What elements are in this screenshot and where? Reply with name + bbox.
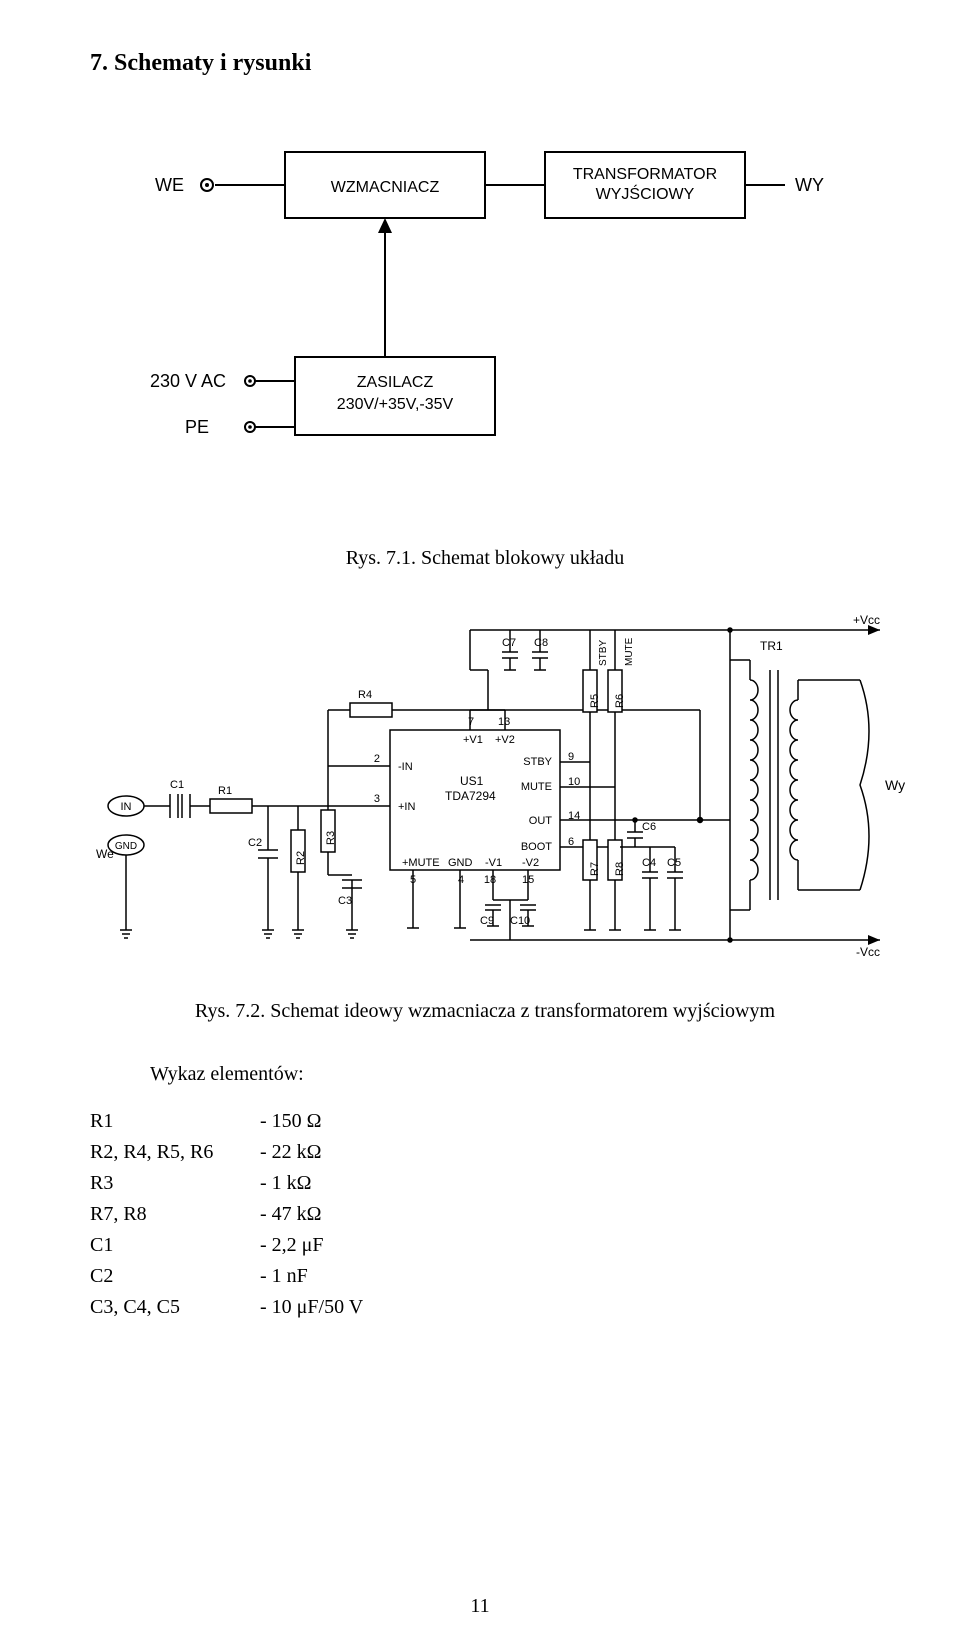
svg-text:TR1: TR1 xyxy=(760,639,783,653)
svg-text:+IN: +IN xyxy=(398,801,415,813)
svg-text:+V2: +V2 xyxy=(495,734,515,746)
ac-label: 230 V AC xyxy=(150,371,226,391)
comp-ref: C3, C4, C5 xyxy=(90,1292,260,1323)
svg-text:C7: C7 xyxy=(502,637,516,649)
comp-val: - 22 kΩ xyxy=(260,1137,363,1168)
block-diagram: WE WZMACNIACZ TRANSFORMATOR WYJŚCIOWY WY… xyxy=(125,137,845,517)
trans-box-line1: TRANSFORMATOR xyxy=(573,166,717,183)
svg-text:R8: R8 xyxy=(614,862,626,876)
comp-val: - 150 Ω xyxy=(260,1106,363,1137)
ic-name: US1 xyxy=(460,774,484,788)
table-row: R2, R4, R5, R6- 22 kΩ xyxy=(90,1137,363,1168)
minus-vcc-label: -Vcc xyxy=(856,945,880,959)
svg-text:R4: R4 xyxy=(358,689,372,701)
comp-val: - 1 kΩ xyxy=(260,1168,363,1199)
svg-text:MUTE: MUTE xyxy=(624,637,635,666)
fig-caption-1: Rys. 7.1. Schemat blokowy układu xyxy=(90,547,880,570)
svg-text:GND: GND xyxy=(115,841,137,852)
svg-text:C10: C10 xyxy=(510,915,530,927)
components-heading: Wykaz elementów: xyxy=(150,1063,880,1086)
svg-text:C4: C4 xyxy=(642,857,656,869)
pe-label: PE xyxy=(185,417,209,437)
page-number: 11 xyxy=(0,1595,960,1618)
svg-text:2: 2 xyxy=(374,753,380,765)
svg-text:-V1: -V1 xyxy=(485,857,502,869)
psu-line1: ZASILACZ xyxy=(357,374,434,391)
schematic-diagram: +Vcc -Vcc US1 TDA7294 2 -IN 3 +IN +MUTE … xyxy=(90,610,910,970)
comp-ref: C1 xyxy=(90,1230,260,1261)
comp-ref: C2 xyxy=(90,1261,260,1292)
svg-text:R3: R3 xyxy=(325,831,337,845)
components-table: R1- 150 ΩR2, R4, R5, R6- 22 kΩR3- 1 kΩR7… xyxy=(90,1106,363,1323)
svg-text:+V1: +V1 xyxy=(463,734,483,746)
svg-text:C1: C1 xyxy=(170,779,184,791)
comp-ref: R7, R8 xyxy=(90,1199,260,1230)
ic-part: TDA7294 xyxy=(445,789,496,803)
comp-val: - 2,2 μF xyxy=(260,1230,363,1261)
section-title: 7. Schematy i rysunki xyxy=(90,50,880,77)
svg-text:R2: R2 xyxy=(295,851,307,865)
comp-val: - 10 μF/50 V xyxy=(260,1292,363,1323)
svg-text:IN: IN xyxy=(121,801,132,813)
comp-val: - 1 nF xyxy=(260,1261,363,1292)
we-label: WE xyxy=(155,175,184,195)
plus-vcc-label: +Vcc xyxy=(853,613,880,627)
svg-text:3: 3 xyxy=(374,793,380,805)
svg-text:C9: C9 xyxy=(480,915,494,927)
svg-text:R6: R6 xyxy=(614,694,626,708)
svg-text:13: 13 xyxy=(498,716,510,728)
table-row: C2- 1 nF xyxy=(90,1261,363,1292)
page: 7. Schematy i rysunki WE WZMACNIACZ TRAN… xyxy=(0,0,960,1648)
svg-text:Wy: Wy xyxy=(885,777,905,793)
svg-text:9: 9 xyxy=(568,751,574,763)
svg-text:STBY: STBY xyxy=(523,756,552,768)
svg-text:6: 6 xyxy=(568,836,574,848)
svg-text:7: 7 xyxy=(468,716,474,728)
svg-text:C5: C5 xyxy=(667,857,681,869)
svg-text:+MUTE: +MUTE xyxy=(402,857,440,869)
svg-text:-IN: -IN xyxy=(398,761,413,773)
comp-ref: R3 xyxy=(90,1168,260,1199)
svg-text:1: 1 xyxy=(484,874,490,886)
table-row: R3- 1 kΩ xyxy=(90,1168,363,1199)
amp-box-label: WZMACNIACZ xyxy=(331,179,440,196)
table-row: C3, C4, C5- 10 μF/50 V xyxy=(90,1292,363,1323)
svg-text:GND: GND xyxy=(448,857,473,869)
table-row: R7, R8- 47 kΩ xyxy=(90,1199,363,1230)
svg-text:4: 4 xyxy=(458,874,464,886)
fig-caption-2: Rys. 7.2. Schemat ideowy wzmacniacza z t… xyxy=(90,1000,880,1023)
svg-text:STBY: STBY xyxy=(598,640,609,666)
table-row: R1- 150 Ω xyxy=(90,1106,363,1137)
comp-ref: R2, R4, R5, R6 xyxy=(90,1137,260,1168)
table-row: C1- 2,2 μF xyxy=(90,1230,363,1261)
svg-text:10: 10 xyxy=(568,776,580,788)
svg-text:C8: C8 xyxy=(534,637,548,649)
svg-text:C3: C3 xyxy=(338,895,352,907)
svg-text:R1: R1 xyxy=(218,785,232,797)
comp-ref: R1 xyxy=(90,1106,260,1137)
wy-label: WY xyxy=(795,175,824,195)
svg-text:C6: C6 xyxy=(642,821,656,833)
trans-box-line2: WYJŚCIOWY xyxy=(596,184,695,203)
psu-line2: 230V/+35V,-35V xyxy=(337,396,454,413)
svg-text:OUT: OUT xyxy=(529,815,553,827)
svg-text:MUTE: MUTE xyxy=(521,781,552,793)
svg-text:C2: C2 xyxy=(248,837,262,849)
svg-text:BOOT: BOOT xyxy=(521,841,552,853)
svg-text:R5: R5 xyxy=(589,694,601,708)
svg-text:R7: R7 xyxy=(589,862,601,876)
comp-val: - 47 kΩ xyxy=(260,1199,363,1230)
svg-text:-V2: -V2 xyxy=(522,857,539,869)
